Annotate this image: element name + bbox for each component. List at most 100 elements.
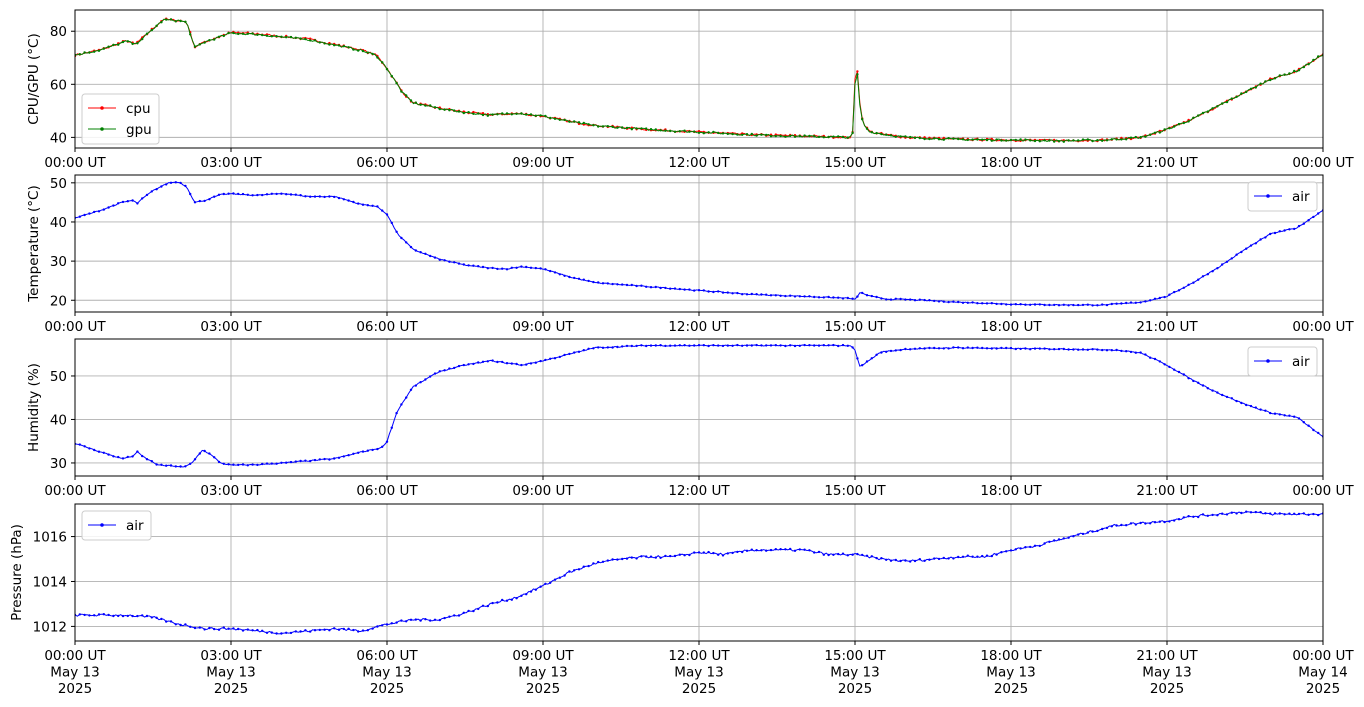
data-point [904,135,907,138]
data-point [486,267,489,270]
data-point [813,295,816,299]
data-point [1158,131,1162,134]
data-point [707,131,710,134]
data-point [702,132,705,135]
data-point [251,194,254,197]
data-point [145,193,149,197]
data-point [217,460,221,464]
legend-box [1247,181,1318,212]
x-tick-label: 15:00 UT [824,319,886,335]
data-point [861,553,864,557]
data-point [789,344,792,347]
data-point [544,582,547,585]
y-axis-label: Humidity (%) [26,363,42,452]
data-point [1062,140,1066,143]
data-point [145,614,149,618]
y-tick-label: 40 [50,130,67,146]
data-point [323,42,326,45]
data-point [1235,512,1238,515]
data-point [611,558,614,561]
data-point [640,344,643,347]
data-point [83,213,86,217]
data-point [789,547,792,551]
data-point [165,620,168,623]
data-point [352,452,355,455]
data-point [577,121,581,124]
data-point [256,463,259,467]
data-point [587,123,590,126]
data-point [1129,522,1133,525]
data-point [227,192,230,195]
data-point [1317,431,1320,435]
data-point [1225,513,1229,516]
data-point [789,134,792,138]
data-point [966,138,969,142]
data-point [241,463,245,466]
series-gpu [75,18,1323,143]
data-point [376,447,379,451]
data-point [798,344,801,347]
data-point [683,344,686,347]
data-point [222,462,225,465]
data-point [270,631,273,634]
data-point [1307,219,1310,222]
data-point [961,138,965,141]
data-point [1278,512,1282,515]
data-point [424,378,427,381]
data-point [894,297,897,300]
data-point [1206,387,1210,390]
data-point [875,353,878,356]
data-point [102,613,106,616]
data-point [505,112,509,115]
data-point [976,302,979,305]
data-point [1187,283,1190,286]
data-point [131,455,134,458]
data-point [1317,513,1320,517]
data-point [1120,349,1123,353]
data-point [693,289,696,292]
data-point [1033,544,1037,547]
y-tick-label: 30 [50,254,67,270]
data-point [885,298,888,301]
data-point [539,267,542,270]
data-point [1269,411,1272,415]
data-point [381,209,384,212]
data-point [1206,273,1210,276]
x-tick-label: 21:00 UT [1136,648,1198,664]
data-point [448,109,451,112]
data-point [1043,347,1046,350]
legend-label: air [1292,354,1310,370]
data-point [803,548,806,551]
data-point [1129,350,1133,354]
data-point [1264,409,1267,412]
data-point [813,344,816,347]
data-point [1120,138,1123,141]
data-point [1211,513,1214,517]
data-point [1067,348,1070,351]
data-point [1139,301,1142,304]
data-point [361,629,365,632]
data-point [189,462,192,465]
data-point [582,349,585,352]
data-point [294,193,297,196]
data-point [678,553,681,556]
data-point [563,574,566,577]
data-point [1101,303,1104,306]
data-point [1110,138,1114,141]
data-point [438,107,441,111]
data-point [664,286,667,290]
data-point [1057,304,1061,307]
data-point [1091,139,1094,143]
data-point [1019,347,1022,351]
data-point [966,301,969,304]
data-point [285,193,288,196]
data-point [587,279,590,283]
data-point [769,135,773,138]
data-point [736,343,739,347]
data-point [750,344,753,347]
data-point [165,18,168,21]
data-point [649,286,653,289]
data-point [174,181,177,184]
data-point [611,125,614,128]
data-point [726,291,729,294]
